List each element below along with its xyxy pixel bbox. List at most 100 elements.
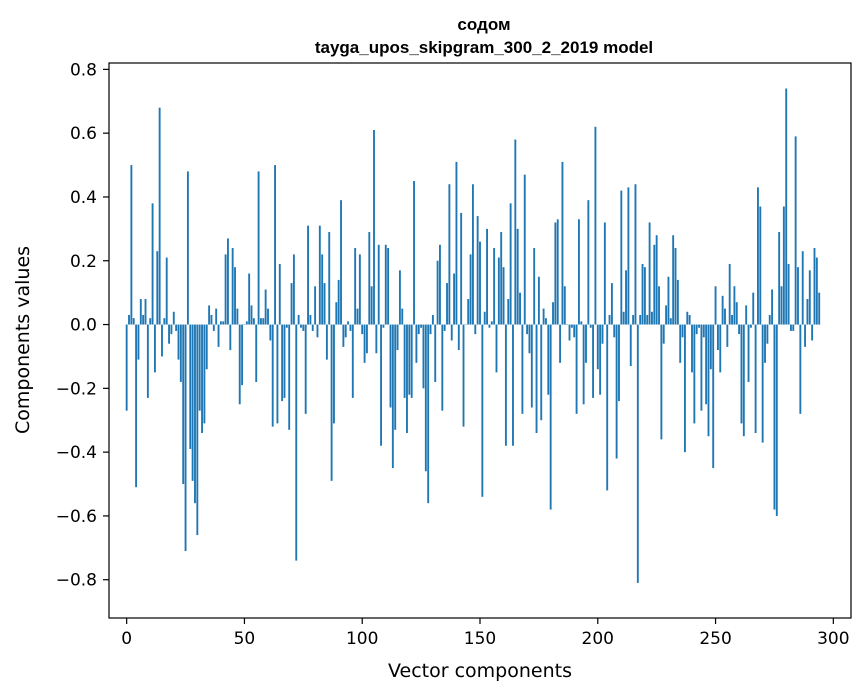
bar — [622, 311, 625, 325]
bar — [486, 228, 488, 325]
bar — [811, 324, 814, 341]
y-tick-label: −0.8 — [56, 571, 97, 591]
bar — [443, 324, 446, 331]
bar — [137, 324, 140, 360]
bar — [634, 184, 637, 325]
bar — [255, 324, 258, 382]
bar — [733, 286, 736, 325]
bar — [608, 314, 611, 325]
bar — [476, 216, 479, 325]
bar — [177, 324, 180, 360]
bar — [460, 212, 463, 325]
bar — [768, 314, 771, 325]
bar — [724, 308, 726, 325]
bar — [203, 324, 206, 424]
bar — [208, 305, 211, 325]
bar — [236, 308, 239, 325]
bar — [139, 299, 142, 325]
bar — [627, 187, 630, 325]
bar — [295, 324, 298, 561]
bar — [660, 324, 663, 440]
y-tick-label: −0.4 — [56, 443, 97, 463]
bar — [191, 324, 194, 481]
bar — [431, 314, 434, 325]
bar — [434, 324, 437, 382]
bar — [585, 324, 587, 363]
bar — [328, 232, 331, 325]
bar — [519, 292, 521, 325]
bar — [375, 324, 378, 354]
bar — [526, 324, 529, 335]
bar — [439, 244, 441, 325]
bar — [179, 324, 182, 382]
bar — [613, 324, 616, 338]
bar — [570, 324, 573, 328]
bar — [163, 318, 166, 325]
bar — [587, 200, 590, 325]
bar — [594, 126, 597, 325]
plot-area-frame — [108, 62, 852, 619]
x-axis-label: Vector components — [388, 660, 572, 682]
bar — [398, 270, 401, 325]
bar — [274, 165, 276, 325]
bar — [778, 232, 781, 325]
bar — [643, 267, 646, 325]
y-axis-label: Components values — [12, 246, 34, 434]
bar — [775, 324, 778, 516]
bar — [714, 286, 717, 325]
bar — [674, 248, 677, 325]
bar — [759, 206, 762, 325]
bar — [316, 324, 319, 338]
bar — [530, 324, 533, 408]
y-tick-label: 0.0 — [70, 316, 97, 336]
bar — [596, 324, 599, 370]
bar — [382, 324, 385, 328]
bar — [231, 248, 234, 325]
bar — [625, 270, 627, 325]
bar — [403, 324, 406, 398]
bar — [495, 324, 498, 373]
bar — [636, 324, 639, 583]
bar — [175, 324, 178, 331]
bar — [787, 263, 790, 325]
bar — [813, 248, 816, 325]
bar — [646, 314, 649, 325]
bar — [761, 324, 764, 443]
bar — [457, 324, 460, 351]
bar — [667, 276, 670, 325]
bar — [135, 324, 138, 488]
bar — [448, 184, 451, 325]
bar — [648, 222, 651, 325]
bar — [128, 314, 130, 325]
bar — [446, 283, 448, 325]
bar — [415, 324, 418, 363]
bar — [514, 139, 517, 325]
bar — [792, 324, 795, 331]
bar — [693, 324, 696, 424]
bar — [462, 324, 465, 427]
bar — [479, 241, 481, 325]
bar — [554, 222, 557, 325]
bar — [540, 324, 543, 421]
bar — [413, 181, 415, 325]
bar — [615, 324, 618, 459]
bar — [321, 254, 324, 325]
bar — [549, 324, 552, 510]
bar — [420, 324, 423, 328]
bar — [580, 321, 583, 325]
bar — [394, 324, 397, 430]
bar — [688, 314, 691, 325]
bar — [158, 107, 161, 325]
bar — [408, 324, 411, 395]
bar — [132, 318, 135, 325]
bar — [672, 235, 675, 325]
bar — [278, 263, 281, 325]
bar — [288, 324, 291, 430]
bar — [354, 248, 357, 325]
bar — [561, 161, 564, 325]
bar — [502, 267, 505, 325]
bar — [752, 292, 755, 325]
bar — [738, 324, 741, 335]
bar — [201, 324, 203, 433]
bar — [799, 324, 802, 414]
